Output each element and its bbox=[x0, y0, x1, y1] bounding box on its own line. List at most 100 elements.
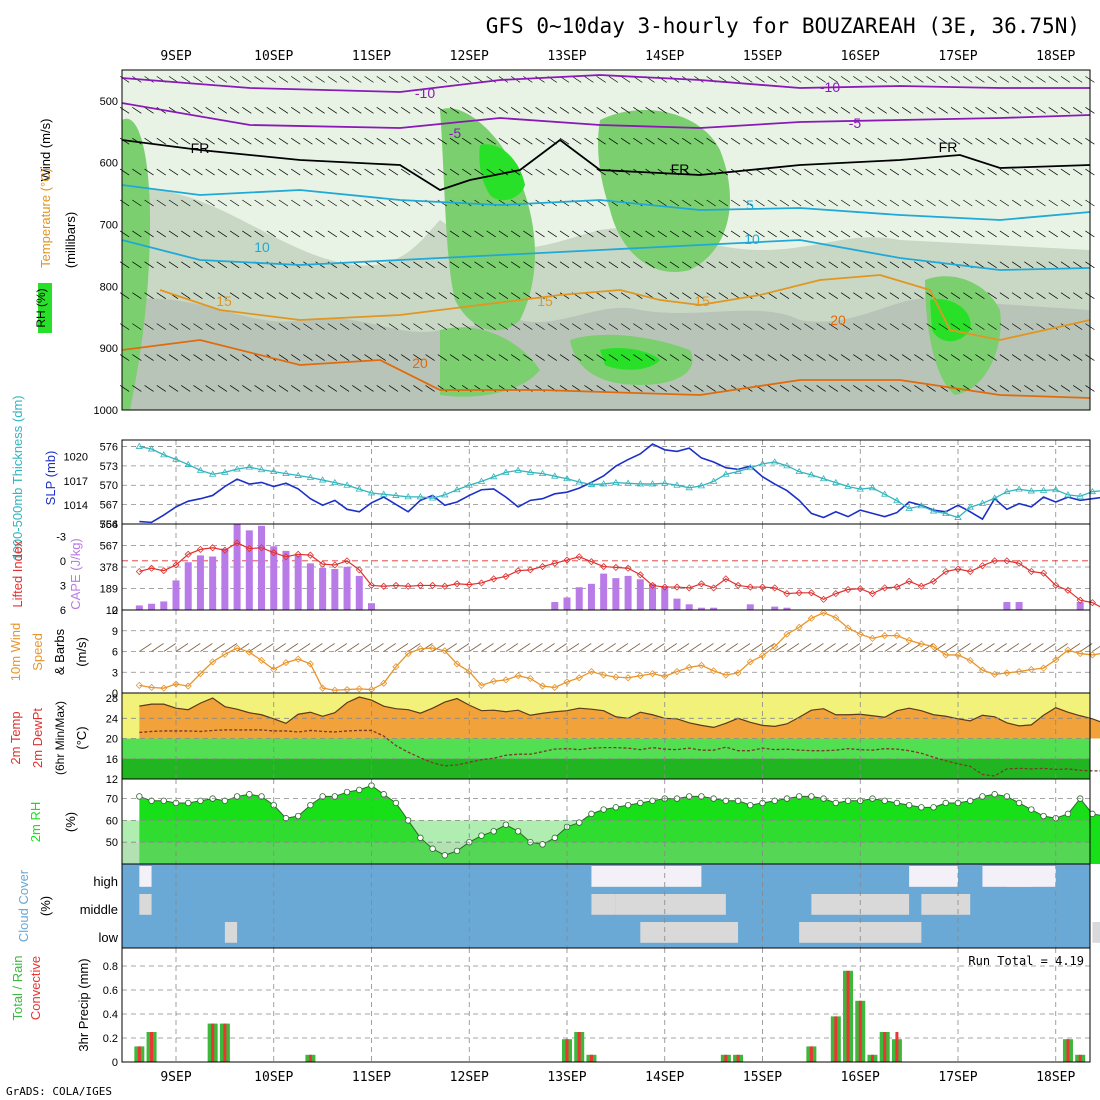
wind-barb bbox=[914, 168, 924, 176]
wind-barb bbox=[254, 106, 264, 114]
rh-region bbox=[600, 348, 660, 370]
wind-speed-marker bbox=[1015, 667, 1023, 676]
wind-barb bbox=[620, 292, 631, 300]
wind-barb bbox=[853, 354, 863, 361]
wind-barb bbox=[535, 230, 545, 238]
rh-marker bbox=[429, 845, 436, 852]
cape-bar bbox=[221, 548, 229, 610]
cape-bar bbox=[343, 566, 351, 610]
lifted-index-marker bbox=[453, 580, 461, 588]
wind-barb bbox=[767, 168, 777, 176]
wind-barb bbox=[1024, 76, 1034, 83]
wind-barb bbox=[730, 76, 741, 83]
wind-barb bbox=[339, 354, 350, 361]
wind-barb bbox=[755, 323, 765, 330]
wind-barb bbox=[217, 261, 228, 269]
wind-barb bbox=[217, 385, 228, 392]
tick-label: 800 bbox=[100, 281, 118, 293]
wind-barb bbox=[510, 323, 521, 330]
wind-barb bbox=[572, 76, 582, 83]
thickness-marker bbox=[978, 499, 987, 506]
wind-barb bbox=[975, 261, 985, 269]
precip-convective-bar bbox=[589, 1054, 593, 1062]
wind-barb bbox=[449, 168, 460, 176]
wind-barb bbox=[383, 643, 396, 652]
wind-barb bbox=[217, 292, 228, 300]
thickness-marker bbox=[942, 509, 950, 517]
wind-barb bbox=[926, 137, 936, 145]
lifted-index-marker bbox=[832, 590, 840, 598]
wind-barb bbox=[400, 106, 411, 114]
wind-barb bbox=[901, 106, 912, 114]
wind-barb bbox=[1011, 323, 1022, 330]
wind-barb bbox=[779, 230, 790, 238]
wind-barb bbox=[462, 137, 472, 145]
wind-barb bbox=[449, 323, 460, 330]
cape-bar bbox=[587, 583, 595, 610]
wind-axis-label-1: 10m Wind bbox=[8, 623, 23, 682]
cloud-block-high bbox=[982, 866, 1056, 887]
wind-barb bbox=[620, 76, 631, 83]
wind-barb bbox=[486, 354, 496, 361]
date-label-bottom: 17SEP bbox=[938, 1070, 977, 1085]
lifted-index-marker bbox=[771, 584, 779, 592]
wind-speed-marker bbox=[221, 650, 229, 658]
wind-barb bbox=[339, 385, 350, 392]
wind-speed-marker bbox=[917, 640, 925, 648]
wind-speed-marker bbox=[673, 667, 681, 676]
wind-barb bbox=[217, 323, 228, 330]
thickness-marker bbox=[318, 476, 327, 483]
wind-barb bbox=[657, 292, 667, 300]
rh-marker bbox=[380, 791, 387, 798]
wind-barb bbox=[364, 230, 374, 238]
thickness-marker bbox=[392, 491, 400, 498]
wind-barb bbox=[266, 323, 276, 330]
wind-barb bbox=[535, 323, 545, 330]
lifted-index-marker bbox=[380, 582, 388, 590]
wind-barb bbox=[432, 643, 445, 652]
wind-barb bbox=[339, 76, 350, 83]
wind-barb bbox=[627, 643, 641, 652]
thickness-marker bbox=[868, 484, 877, 491]
date-label-bottom: 14SEP bbox=[645, 1070, 684, 1085]
wind-barb bbox=[889, 261, 900, 269]
wind-speed-marker bbox=[490, 677, 498, 685]
wind-barb bbox=[278, 199, 289, 207]
thickness-marker bbox=[221, 468, 229, 475]
wind-speed-marker bbox=[1064, 646, 1072, 654]
wind-barb bbox=[1024, 106, 1034, 114]
wind-barb bbox=[694, 199, 704, 207]
rh-marker bbox=[160, 797, 167, 804]
temperature-contour bbox=[121, 239, 1091, 271]
wind-barb bbox=[963, 292, 973, 300]
thickness-marker bbox=[208, 470, 217, 477]
wind-barb bbox=[926, 354, 936, 361]
wind-barb bbox=[1048, 106, 1058, 114]
rh-marker bbox=[319, 793, 326, 800]
wind-barb bbox=[413, 292, 423, 300]
thickness-marker bbox=[1064, 491, 1072, 498]
wind-barb bbox=[547, 261, 557, 269]
wind-barb bbox=[1024, 385, 1034, 392]
lifted-index-marker bbox=[147, 564, 156, 572]
cloud-block-middle bbox=[615, 894, 726, 915]
wind-barb bbox=[352, 76, 362, 83]
wind-barb bbox=[743, 230, 753, 238]
wind-barb bbox=[229, 292, 240, 300]
wind-barb bbox=[999, 323, 1010, 330]
wind-barb bbox=[156, 230, 166, 238]
wind-speed-marker bbox=[612, 673, 620, 681]
wind-barb bbox=[999, 106, 1010, 114]
contour-label: 15 bbox=[216, 293, 232, 309]
precip-convective-bar bbox=[834, 1016, 838, 1062]
wind-barb bbox=[926, 323, 936, 330]
wind-barb bbox=[290, 137, 301, 145]
wind-barb bbox=[804, 292, 814, 300]
wind-barb bbox=[205, 323, 215, 330]
tick-label: 500 bbox=[100, 96, 118, 108]
wind-barb bbox=[510, 137, 521, 145]
lifted-index-marker bbox=[600, 563, 608, 571]
wind-speed-marker bbox=[380, 679, 388, 687]
wind-barb bbox=[181, 137, 191, 145]
wind-barb bbox=[486, 168, 496, 176]
